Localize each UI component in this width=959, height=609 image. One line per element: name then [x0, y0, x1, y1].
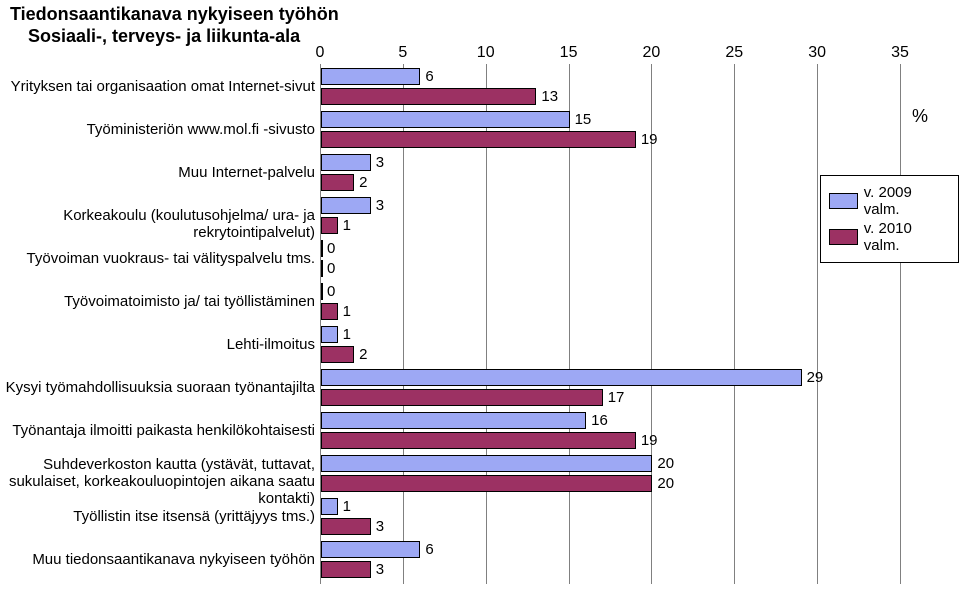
axis-tick: 0	[316, 44, 325, 62]
category-label: Muu tiedonsaantikanava nykyiseen työhön	[5, 551, 315, 568]
bar-value: 15	[575, 111, 592, 128]
bar	[321, 240, 323, 257]
bar	[321, 174, 354, 191]
category-label: Työnantaja ilmoitti paikasta henkilökoht…	[5, 422, 315, 439]
bar	[321, 326, 338, 343]
legend-label: v. 2010 valm.	[864, 220, 948, 254]
bar-value: 0	[327, 260, 335, 277]
bar	[321, 131, 636, 148]
category-label: Työllistin itse itsensä (yrittäjyys tms.…	[5, 508, 315, 525]
category-label: Lehti-ilmoitus	[5, 336, 315, 353]
bar	[321, 111, 570, 128]
bar	[321, 369, 802, 386]
gridline	[900, 64, 901, 584]
chart-title: Tiedonsaantikanava nykyiseen työhön	[10, 4, 339, 25]
plot-area: 0510152025303561315193231000112291716192…	[320, 64, 900, 584]
bar	[321, 154, 371, 171]
bar	[321, 561, 371, 578]
legend-swatch	[829, 229, 858, 245]
percent-label: %	[912, 106, 928, 127]
category-label: Suhdeverkoston kautta (ystävät, tuttavat…	[5, 456, 315, 508]
axis-tick: 30	[808, 44, 826, 62]
bar-value: 1	[343, 498, 351, 515]
category-label: Työvoimatoimisto ja/ tai työllistäminen	[5, 293, 315, 310]
bar	[321, 260, 323, 277]
bar	[321, 283, 323, 300]
bar-value: 3	[376, 518, 384, 535]
category-label: Korkeakoulu (koulutusohjelma/ ura- ja re…	[5, 207, 315, 242]
bar	[321, 412, 586, 429]
bar-value: 1	[343, 303, 351, 320]
bar	[321, 68, 420, 85]
bar-value: 19	[641, 131, 658, 148]
bar-value: 16	[591, 412, 608, 429]
bar-value: 20	[657, 475, 674, 492]
bar-value: 2	[359, 346, 367, 363]
legend-item: v. 2009 valm.	[829, 184, 948, 218]
bar	[321, 432, 636, 449]
bar-value: 29	[807, 369, 824, 386]
bar-value: 6	[425, 68, 433, 85]
bar-value: 3	[376, 561, 384, 578]
category-label: Muu Internet-palvelu	[5, 164, 315, 181]
axis-tick: 10	[477, 44, 495, 62]
bar	[321, 475, 652, 492]
axis-tick: 15	[560, 44, 578, 62]
axis-tick: 5	[398, 44, 407, 62]
bar-value: 1	[343, 217, 351, 234]
bar-value: 13	[541, 88, 558, 105]
bar-value: 17	[608, 389, 625, 406]
bar	[321, 197, 371, 214]
bar	[321, 389, 603, 406]
bar-value: 20	[657, 455, 674, 472]
axis-tick: 35	[891, 44, 909, 62]
legend-label: v. 2009 valm.	[864, 184, 948, 218]
bar	[321, 455, 652, 472]
legend: v. 2009 valm.v. 2010 valm.	[820, 175, 959, 263]
bar	[321, 217, 338, 234]
gridline	[734, 64, 735, 584]
category-label: Kysyi työmahdollisuuksia suoraan työnant…	[5, 379, 315, 396]
bar-value: 6	[425, 541, 433, 558]
gridline	[817, 64, 818, 584]
axis-tick: 25	[725, 44, 743, 62]
bar-value: 19	[641, 432, 658, 449]
bar-value: 3	[376, 197, 384, 214]
bar	[321, 498, 338, 515]
bar-value: 2	[359, 174, 367, 191]
axis-tick: 20	[643, 44, 661, 62]
bar	[321, 88, 536, 105]
chart-subtitle: Sosiaali-, terveys- ja liikunta-ala	[28, 26, 300, 47]
category-label: Yrityksen tai organisaation omat Interne…	[5, 78, 315, 95]
legend-swatch	[829, 193, 858, 209]
category-label: Työministeriön www.mol.fi -sivusto	[5, 121, 315, 138]
bar-value: 0	[327, 283, 335, 300]
chart-area: 0510152025303561315193231000112291716192…	[320, 44, 900, 584]
bar	[321, 541, 420, 558]
bar-value: 0	[327, 240, 335, 257]
legend-item: v. 2010 valm.	[829, 220, 948, 254]
bar-value: 3	[376, 154, 384, 171]
bar	[321, 303, 338, 320]
bar-value: 1	[343, 326, 351, 343]
bar	[321, 518, 371, 535]
category-label: Työvoiman vuokraus- tai välityspalvelu t…	[5, 250, 315, 267]
bar	[321, 346, 354, 363]
